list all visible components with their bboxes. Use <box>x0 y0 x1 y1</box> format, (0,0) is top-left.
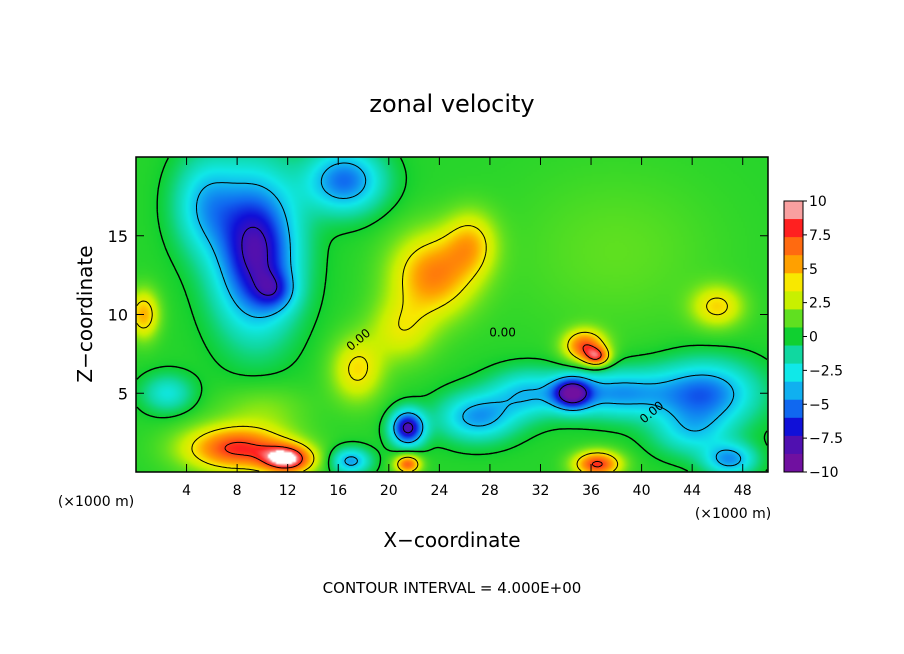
contour-line <box>224 344 603 469</box>
colorbar-tick-label: 5 <box>809 262 818 278</box>
colorbar-swatch <box>784 291 803 310</box>
x-tick-label: 8 <box>233 483 242 499</box>
y-tick-label: 5 <box>118 384 128 403</box>
y-axis: 5 10 15 <box>108 227 768 403</box>
x-tick-label: 28 <box>481 483 499 499</box>
y-tick-label: 10 <box>108 306 128 325</box>
colorbar-swatch <box>784 327 803 347</box>
contour-interval-note: CONTOUR INTERVAL = 4.000E+00 <box>323 579 582 597</box>
colorbar-swatch <box>784 399 803 419</box>
x-tick-label: 40 <box>633 483 651 499</box>
colorbar-tick-label: −10 <box>809 465 839 481</box>
contour-lines <box>136 157 768 472</box>
x-tick-label: 24 <box>430 483 448 499</box>
colorbar-tick-label: 2.5 <box>809 296 831 312</box>
colorbar-swatch <box>784 345 803 365</box>
x-tick-label: 48 <box>734 483 752 499</box>
x-unit-left: (×1000 m) <box>58 494 134 510</box>
contour-line <box>196 162 742 467</box>
colorbar-swatch <box>784 417 803 437</box>
colorbar-swatch <box>784 201 803 220</box>
colorbar-swatch <box>784 273 803 292</box>
colorbar-swatch <box>784 363 803 383</box>
contour-line <box>136 157 768 472</box>
x-tick-label: 16 <box>329 483 347 499</box>
colorbar-tick-label: 0 <box>809 330 818 346</box>
contour-line <box>241 226 587 434</box>
velocity-field-image <box>136 157 768 472</box>
colorbar-swatch <box>784 309 803 328</box>
colorbar-tick-label: −5 <box>809 397 830 413</box>
colorbar-swatch <box>784 255 803 274</box>
y-tick-label: 15 <box>108 227 128 246</box>
chart-title: zonal velocity <box>369 90 534 118</box>
colorbar-swatch <box>784 453 803 473</box>
colorbar-swatch <box>784 219 803 238</box>
y-axis-label: Z−coordinate <box>73 245 97 382</box>
x-unit-right: (×1000 m) <box>695 506 771 522</box>
colorbar-swatch <box>784 435 803 455</box>
x-tick-label: 20 <box>380 483 398 499</box>
colorbar-swatch <box>784 381 803 401</box>
contour-line <box>136 225 728 472</box>
plot-area: 0.00 0.000.00 <box>135 156 769 473</box>
contour-label: 0.00 <box>489 326 516 340</box>
colorbar-tick-label: −2.5 <box>809 363 843 379</box>
colorbar-tick-label: −7.5 <box>809 431 843 447</box>
x-axis-label: X−coordinate <box>383 528 520 552</box>
x-tick-label: 4 <box>182 483 191 499</box>
x-tick-label: 44 <box>683 483 701 499</box>
colorbar-tick-label: 7.5 <box>809 228 831 244</box>
colorbar-swatch <box>784 237 803 256</box>
x-axis: 4 8 12 16 20 24 28 32 36 40 44 48 <box>182 157 752 499</box>
colorbar-tick-label: 10 <box>809 194 827 210</box>
x-tick-label: 32 <box>532 483 550 499</box>
colorbar: 10 7.5 5 2.5 0 −2.5 −5 −7.5 −10 <box>783 194 843 481</box>
x-tick-label: 12 <box>279 483 297 499</box>
x-tick-label: 36 <box>582 483 600 499</box>
